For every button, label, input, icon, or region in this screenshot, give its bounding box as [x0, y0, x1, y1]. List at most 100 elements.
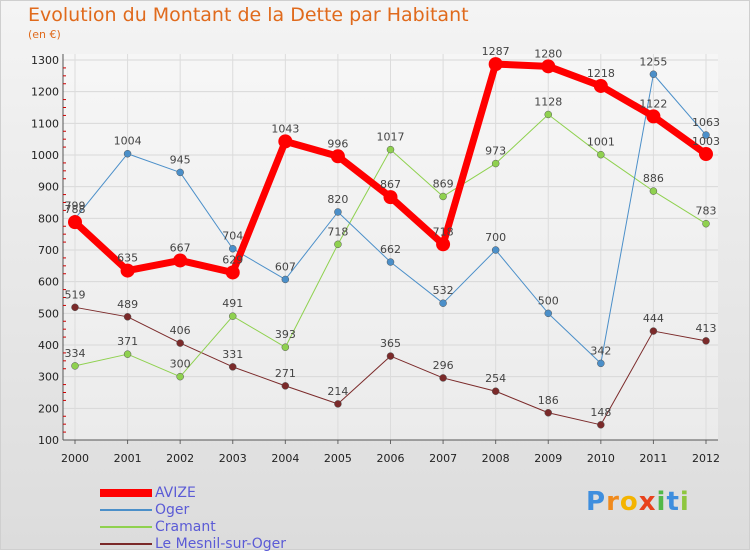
- data-label-cramant: 783: [696, 205, 717, 218]
- data-label-le-mesnil-sur-oger: 148: [590, 406, 611, 419]
- data-label-avize: 667: [170, 241, 191, 254]
- legend-label: Le Mesnil-sur-Oger: [155, 536, 287, 552]
- y-tick-label: 300: [38, 371, 59, 384]
- x-tick-label: 2007: [429, 452, 457, 465]
- data-label-oger: 820: [327, 193, 348, 206]
- data-label-avize: 1122: [639, 97, 667, 110]
- point-oger: [649, 70, 658, 78]
- point-le-mesnil-sur-oger: [176, 339, 184, 347]
- point-cramant: [176, 372, 184, 381]
- data-label-le-mesnil-sur-oger: 444: [643, 312, 664, 325]
- point-cramant: [281, 343, 290, 351]
- data-label-cramant: 334: [65, 347, 86, 360]
- y-tick-label: 1200: [31, 86, 59, 99]
- x-tick-label: 2000: [61, 452, 89, 465]
- point-cramant: [229, 312, 237, 320]
- data-label-oger: 342: [590, 344, 611, 357]
- point-cramant: [334, 240, 342, 249]
- data-label-le-mesnil-sur-oger: 406: [170, 324, 191, 337]
- data-label-oger: 1063: [692, 116, 720, 129]
- data-label-avize: 1003: [692, 135, 720, 148]
- y-tick-label: 800: [38, 212, 59, 225]
- data-label-le-mesnil-sur-oger: 186: [538, 394, 559, 407]
- point-le-mesnil-sur-oger: [544, 409, 552, 417]
- y-tick-label: 1100: [31, 117, 59, 130]
- point-avize: [593, 78, 608, 93]
- data-label-avize: 1287: [482, 45, 510, 58]
- y-tick-label: 700: [38, 244, 59, 257]
- y-tick-label: 100: [38, 434, 59, 447]
- x-tick-label: 2012: [692, 452, 720, 465]
- data-label-cramant: 869: [433, 177, 454, 190]
- data-label-cramant: 491: [222, 297, 243, 310]
- x-tick-label: 2004: [271, 452, 299, 465]
- legend-label: Cramant: [155, 519, 216, 535]
- point-le-mesnil-sur-oger: [597, 421, 605, 429]
- point-le-mesnil-sur-oger: [71, 303, 79, 312]
- point-cramant: [597, 150, 605, 159]
- x-tick-label: 2003: [219, 452, 247, 465]
- point-oger: [123, 149, 132, 158]
- point-cramant: [439, 192, 447, 201]
- data-label-oger: 799: [65, 200, 86, 213]
- point-avize: [330, 149, 345, 164]
- point-avize: [383, 190, 398, 205]
- x-tick-label: 2005: [324, 452, 352, 465]
- x-tick-label: 2006: [377, 452, 405, 465]
- point-avize: [436, 237, 451, 252]
- point-avize: [541, 59, 556, 74]
- chart-title: Evolution du Montant de la Dette par Hab…: [28, 4, 469, 26]
- point-oger: [439, 299, 447, 307]
- logo-letter: t: [666, 487, 680, 517]
- legend-swatch: [100, 509, 152, 511]
- data-label-le-mesnil-sur-oger: 331: [222, 348, 243, 361]
- point-le-mesnil-sur-oger: [649, 327, 658, 335]
- data-label-cramant: 1017: [377, 131, 405, 144]
- point-oger: [491, 246, 500, 254]
- point-cramant: [123, 350, 132, 358]
- data-label-oger: 532: [433, 284, 454, 297]
- point-le-mesnil-sur-oger: [334, 400, 342, 408]
- data-label-avize: 1043: [271, 122, 299, 135]
- data-label-avize: 996: [327, 137, 348, 150]
- point-le-mesnil-sur-oger: [281, 382, 290, 390]
- data-label-oger: 662: [380, 243, 401, 256]
- data-label-cramant: 973: [485, 145, 506, 158]
- proxiti-logo: Proxiti: [586, 487, 690, 517]
- point-le-mesnil-sur-oger: [702, 337, 710, 345]
- data-label-oger: 945: [170, 153, 191, 166]
- point-oger: [334, 208, 342, 216]
- data-label-cramant: 300: [170, 358, 191, 371]
- data-label-oger: 607: [275, 260, 296, 273]
- point-oger: [544, 309, 552, 318]
- unit-label: (en €): [28, 28, 61, 41]
- legend-label: AVIZE: [155, 485, 196, 501]
- data-label-avize: 1218: [587, 67, 615, 80]
- data-label-avize: 1280: [534, 47, 562, 60]
- data-label-cramant: 718: [327, 225, 348, 238]
- data-label-le-mesnil-sur-oger: 271: [275, 367, 296, 380]
- point-avize: [699, 147, 713, 162]
- logo-letter: o: [619, 487, 639, 517]
- data-label-oger: 704: [222, 230, 243, 243]
- data-label-avize: 867: [380, 178, 401, 191]
- point-avize: [173, 253, 188, 268]
- data-label-le-mesnil-sur-oger: 254: [485, 372, 506, 385]
- data-label-avize: 635: [117, 252, 138, 265]
- point-avize: [278, 134, 293, 149]
- y-tick-label: 1000: [31, 149, 59, 162]
- data-label-cramant: 393: [275, 328, 296, 341]
- point-cramant: [649, 187, 658, 195]
- point-oger: [702, 131, 710, 139]
- data-label-le-mesnil-sur-oger: 296: [433, 359, 454, 372]
- y-tick-label: 500: [38, 307, 59, 320]
- point-le-mesnil-sur-oger: [491, 387, 500, 395]
- data-label-avize: 788: [65, 203, 86, 216]
- data-label-cramant: 1001: [587, 136, 615, 149]
- point-cramant: [71, 362, 79, 370]
- point-le-mesnil-sur-oger: [439, 374, 447, 382]
- data-label-le-mesnil-sur-oger: 489: [117, 298, 138, 311]
- point-oger: [229, 244, 237, 253]
- data-label-le-mesnil-sur-oger: 214: [327, 385, 348, 398]
